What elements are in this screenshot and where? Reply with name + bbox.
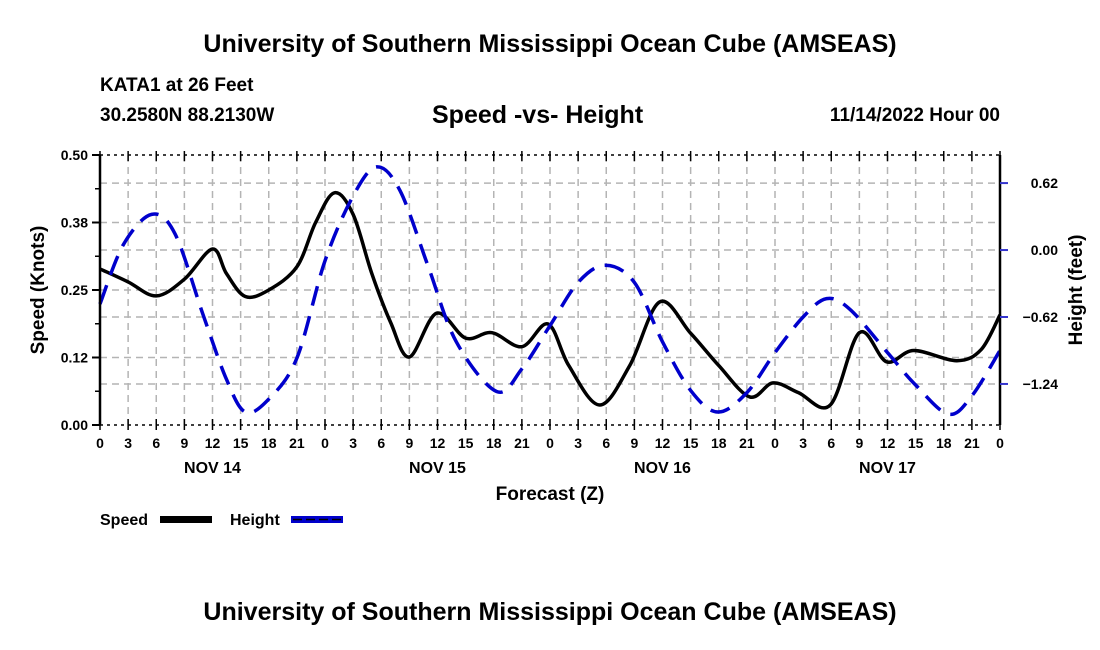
x-tick-label: 12 (655, 435, 671, 451)
x-tick-label: 15 (683, 435, 699, 451)
day-label: NOV 16 (634, 460, 691, 477)
y2-tick-label: −0.62 (1023, 309, 1059, 325)
y-tick-label: 0.38 (61, 215, 88, 231)
x-tick-label: 6 (377, 435, 385, 451)
station-label: KATA1 at 26 Feet (100, 75, 254, 96)
legend: Speed Height (100, 512, 343, 529)
x-tick-label: 6 (827, 435, 835, 451)
x-axis-title: Forecast (Z) (496, 484, 605, 505)
series-line-speed (99, 191, 1002, 410)
x-tick-label: 0 (996, 435, 1004, 451)
legend-speed-label: Speed (100, 512, 148, 529)
x-tick-label: 21 (514, 435, 530, 451)
x-tick-label: 15 (908, 435, 924, 451)
grid (100, 155, 1000, 425)
axis-labels: 0 3 6 9 12 15 18 21 0 3 6 9 12 15 18 21 0 3 6 9 12 15 18 21 0 3 6 9… (61, 147, 1058, 477)
x-tick-label: 6 (152, 435, 160, 451)
x-tick-label: 12 (205, 435, 221, 451)
y-axis-title: Speed (Knots) (28, 226, 49, 355)
y2-tick-label: 0.62 (1031, 175, 1058, 191)
series-group (98, 165, 1002, 417)
x-tick-label: 15 (233, 435, 249, 451)
x-tick-label: 0 (546, 435, 554, 451)
legend-height-swatch (291, 516, 343, 523)
x-tick-label: 3 (124, 435, 132, 451)
series-line-height (98, 165, 1002, 417)
x-tick-label: 18 (486, 435, 502, 451)
y-tick-label: 0.50 (61, 147, 88, 163)
y2-tick-label: −1.24 (1023, 376, 1059, 392)
chart-title: Speed -vs- Height (432, 101, 644, 129)
legend-height-label: Height (230, 512, 280, 529)
x-tick-label: 0 (321, 435, 329, 451)
x-tick-label: 21 (289, 435, 305, 451)
x-tick-label: 9 (630, 435, 638, 451)
x-tick-label: 3 (349, 435, 357, 451)
main-title: University of Southern Mississippi Ocean… (203, 30, 897, 58)
day-label: NOV 14 (184, 460, 241, 477)
coordinates-label: 30.2580N 88.2130W (100, 105, 275, 126)
y-tick-label: 0.12 (61, 350, 88, 366)
x-tick-label: 9 (855, 435, 863, 451)
forecast-datetime: 11/14/2022 Hour 00 (829, 105, 1000, 126)
x-tick-label: 9 (180, 435, 188, 451)
x-tick-label: 3 (574, 435, 582, 451)
day-label: NOV 17 (859, 460, 916, 477)
y-tick-label: 0.00 (61, 417, 88, 433)
x-tick-label: 0 (96, 435, 104, 451)
x-tick-label: 15 (458, 435, 474, 451)
day-label: NOV 15 (409, 460, 466, 477)
x-tick-label: 12 (430, 435, 446, 451)
x-tick-label: 18 (936, 435, 952, 451)
x-tick-label: 18 (711, 435, 727, 451)
y-tick-label: 0.25 (61, 282, 88, 298)
axes (92, 151, 1008, 430)
x-tick-label: 21 (964, 435, 980, 451)
legend-speed-swatch (160, 516, 212, 523)
x-tick-label: 18 (261, 435, 277, 451)
y2-axis-title: Height (feet) (1066, 235, 1087, 346)
x-tick-label: 21 (739, 435, 755, 451)
footer-title: University of Southern Mississippi Ocean… (203, 598, 897, 626)
x-tick-label: 6 (602, 435, 610, 451)
x-tick-label: 9 (405, 435, 413, 451)
x-tick-label: 0 (771, 435, 779, 451)
x-tick-label: 12 (880, 435, 896, 451)
x-tick-label: 3 (799, 435, 807, 451)
y2-tick-label: 0.00 (1031, 242, 1058, 258)
